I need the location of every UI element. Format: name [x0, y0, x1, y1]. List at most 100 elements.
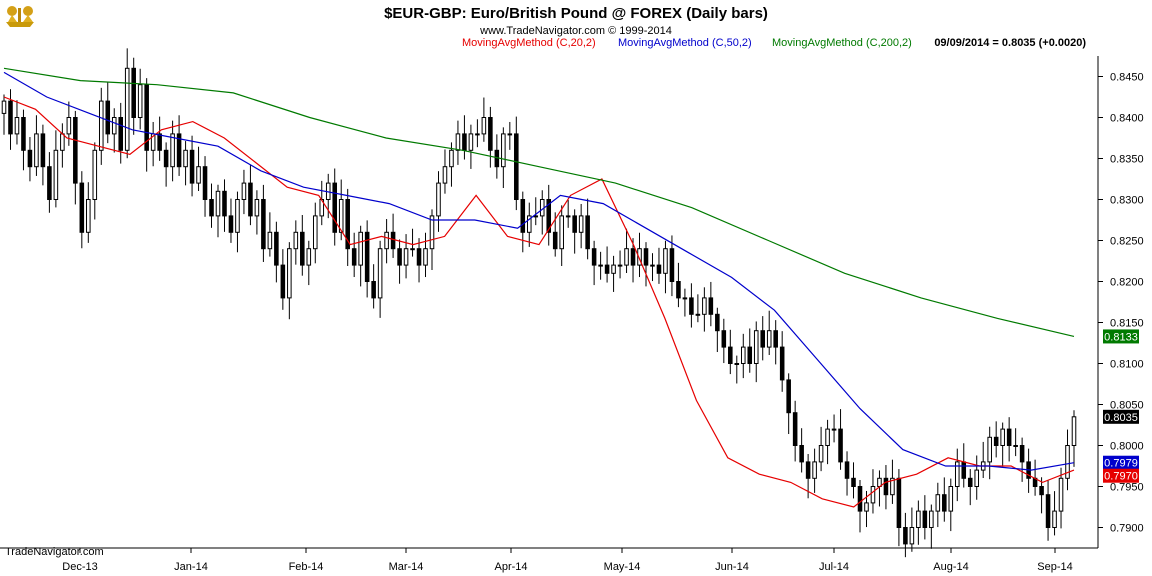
price-bar — [364, 220, 370, 298]
price-bar — [831, 414, 837, 443]
price-bar — [345, 188, 350, 266]
price-bar — [241, 169, 247, 215]
price-bar — [585, 198, 590, 260]
legend-ma50: MovingAvgMethod (C,50,2) — [618, 37, 752, 49]
y-tick-label: 0.8000 — [1110, 441, 1144, 453]
price-bar — [844, 451, 850, 496]
price-bar — [293, 220, 299, 265]
price-bar — [222, 179, 227, 232]
price-bar — [403, 234, 409, 279]
x-tick-label: Feb-14 — [289, 561, 324, 573]
price-bar — [507, 121, 513, 150]
price-bar — [1019, 437, 1025, 482]
price-bar — [546, 184, 552, 246]
price-bar — [637, 232, 642, 278]
price-bar — [526, 202, 532, 247]
price-bar — [721, 318, 727, 364]
y-tick-label: 0.8100 — [1110, 359, 1144, 371]
price-bar — [734, 355, 740, 384]
price-bar — [73, 110, 78, 205]
price-bar — [351, 232, 357, 278]
price-bar — [1006, 417, 1012, 462]
ma50-value-tag-label: 0.7979 — [1104, 458, 1138, 470]
price-bar — [501, 127, 506, 189]
price-bar — [916, 500, 921, 545]
x-tick-label: May-14 — [604, 561, 641, 573]
price-bar — [740, 333, 746, 379]
price-bar — [857, 479, 863, 533]
x-tick-label: Jun-14 — [715, 561, 749, 573]
price-bar — [799, 428, 804, 473]
price-bar — [47, 152, 52, 213]
price-bar — [183, 141, 188, 186]
price-bar — [747, 328, 753, 373]
price-bar — [79, 171, 85, 249]
last-price-tag: 0.8035 — [1103, 409, 1139, 424]
price-bar — [436, 171, 441, 232]
price-bar — [818, 426, 824, 472]
price-bar — [786, 373, 791, 435]
golden-bull-bear-icon — [6, 6, 34, 27]
price-bar — [792, 400, 798, 462]
price-bar — [935, 482, 941, 528]
price-bar — [280, 249, 286, 310]
price-bar — [650, 253, 655, 282]
price-bar — [53, 130, 59, 208]
y-tick-label: 0.8450 — [1110, 72, 1144, 84]
y-tick-label: 0.8400 — [1110, 113, 1144, 125]
last-quote: 09/09/2014 = 0.8035 (+0.0020) — [934, 37, 1086, 49]
price-bar — [111, 108, 117, 153]
legend-ma200: MovingAvgMethod (C,200,2) — [772, 37, 912, 49]
price-bar — [598, 251, 603, 280]
y-tick-label: 0.7900 — [1110, 523, 1144, 535]
price-bar — [1, 94, 7, 135]
price-bar — [488, 106, 493, 168]
price-bar — [86, 182, 91, 243]
x-tick-label: Aug-14 — [933, 561, 968, 573]
price-bar — [974, 455, 980, 500]
price-bar — [559, 205, 564, 266]
price-bar — [903, 512, 908, 558]
price-bar — [397, 239, 402, 284]
price-bar — [591, 240, 597, 286]
price-bar — [261, 184, 266, 262]
price-bar — [254, 190, 260, 235]
y-tick-label: 0.8350 — [1110, 154, 1144, 166]
price-bar — [773, 320, 778, 365]
price-bar — [578, 203, 584, 249]
x-axis-ticks: Dec-13 Jan-14 Feb-14 Mar-14 Apr-14 May-14 Jun-… — [62, 548, 1073, 573]
price-bar — [475, 119, 480, 148]
price-bar — [21, 109, 26, 171]
price-bar — [760, 316, 766, 361]
price-bar — [131, 57, 136, 135]
legend-ma20: MovingAvgMethod (C,20,2) — [462, 37, 596, 49]
price-bar — [215, 184, 221, 238]
price-bar — [189, 135, 195, 197]
price-bar — [455, 120, 461, 165]
price-bar — [267, 212, 273, 257]
price-bar — [987, 426, 992, 480]
price-bar — [481, 97, 487, 142]
price-bar — [170, 120, 175, 182]
price-bar — [617, 250, 623, 279]
price-bar — [1045, 480, 1051, 541]
price-bar — [929, 504, 934, 549]
price-bar — [332, 168, 338, 246]
y-tick-label: 0.8250 — [1110, 236, 1144, 248]
price-bar — [728, 329, 733, 375]
website-text: www.TradeNavigator.com © 1999-2014 — [479, 25, 672, 37]
ma20-value-tag-label: 0.7970 — [1104, 471, 1138, 483]
price-bar — [656, 247, 662, 284]
y-tick-label: 0.8300 — [1110, 195, 1144, 207]
price-bar — [948, 478, 954, 532]
x-tick-label: Jul-14 — [819, 561, 849, 573]
y-tick-label: 0.7950 — [1110, 482, 1144, 494]
price-bar — [312, 202, 318, 264]
price-bar — [702, 287, 707, 332]
price-bar — [105, 82, 111, 144]
price-bar — [695, 294, 701, 323]
price-bar — [390, 213, 396, 258]
price-bar — [1071, 410, 1077, 467]
price-bar — [689, 283, 694, 328]
